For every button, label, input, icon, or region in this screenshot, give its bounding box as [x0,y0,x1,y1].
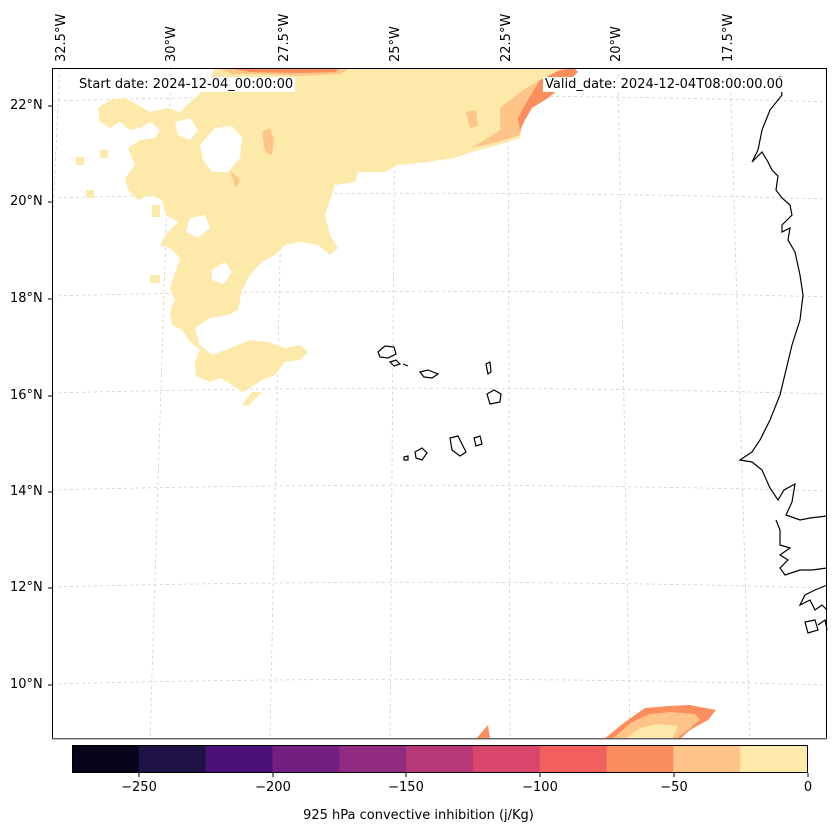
lat-label: 18°N [10,291,43,306]
lat-label: 14°N [10,484,43,499]
colorbar-segment [138,745,207,772]
colorbar-tick-label: −50 [660,780,688,795]
colorbar [72,745,808,772]
lat-label: 10°N [10,677,43,692]
lon-label: 32.5°W [54,13,69,62]
colorbar-segment [72,745,140,772]
colorbar-ticks [138,773,809,777]
cin-field-north [76,68,578,406]
colorbar-segment [272,745,340,772]
start-date-label: Start date: 2024-12-04_00:00:00 [77,77,296,92]
graticule [51,67,828,740]
lon-label: 25°W [388,26,403,62]
colorbar-label: 925 hPa convective inhibition (j/Kg) [303,808,534,823]
colorbar-segment [539,745,608,772]
lon-label: 30°W [164,26,179,62]
africa-coastline [738,75,828,634]
lat-label: 20°N [10,194,43,209]
colorbar-segment [205,745,273,772]
lon-label: 22.5°W [499,13,514,62]
lat-label: 22°N [10,98,43,113]
colorbar-tick-label: −250 [121,780,157,795]
lon-label: 27.5°W [277,13,292,62]
valid-date-label: Valid_date: 2024-12-04T08:00:00.00 [543,77,786,92]
colorbar-segment [606,745,674,772]
colorbar-segment [339,745,407,772]
lat-label: 16°N [10,388,43,403]
cape-verde-islands [377,345,502,461]
colorbar-segment [406,745,474,772]
colorbar-segment [472,745,541,772]
lon-label: 17.5°W [721,13,736,62]
colorbar-segment [740,745,808,772]
colorbar-tick-label: 0 [803,780,813,795]
colorbar-tick-label: −100 [522,780,558,795]
cin-field-south [476,705,716,739]
colorbar-tick-label: −200 [255,780,291,795]
colorbar-tick-label: −150 [388,780,424,795]
lon-label: 20°W [609,26,624,62]
colorbar-segment [673,745,741,772]
lat-label: 12°N [10,580,43,595]
